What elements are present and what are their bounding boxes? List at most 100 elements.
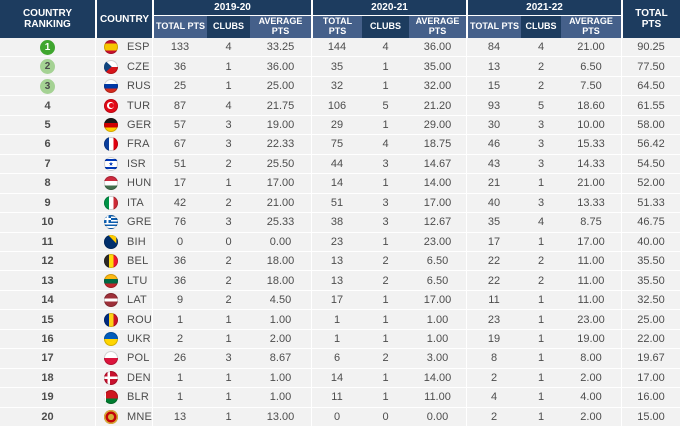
country-code: DEN bbox=[127, 371, 151, 384]
table-row: 4 TUR 87 4 21.75 106 5 21.20 93 5 18.60 … bbox=[0, 96, 680, 115]
stat-cell: 21.00 bbox=[266, 196, 295, 209]
stat-cell: 25.00 bbox=[266, 80, 295, 93]
country-code: RUS bbox=[127, 80, 151, 93]
stat-cell: 18.60 bbox=[577, 99, 605, 112]
stat-cell: 17.00 bbox=[266, 177, 295, 190]
stat-cell: 1 bbox=[537, 391, 545, 404]
country-cell: ISR bbox=[95, 154, 152, 174]
header-total-pts-3: TOTAL PTS bbox=[466, 16, 521, 38]
country-code: GRE bbox=[127, 216, 152, 229]
rank-cell: 16 bbox=[0, 330, 95, 348]
total-pts-cell: 40.00 bbox=[621, 232, 680, 251]
stat-cell: 1 bbox=[537, 410, 545, 423]
stat-cell: 87 bbox=[152, 96, 207, 115]
stat-cell: 9 bbox=[152, 290, 207, 310]
stat-cell: 33.25 bbox=[266, 41, 295, 54]
stat-cell: 13 bbox=[466, 57, 521, 76]
table-header: COUNTRY RANKING COUNTRY 2019-20 2020-21 … bbox=[0, 0, 680, 38]
rank-badge: 6 bbox=[44, 138, 51, 151]
stat-cell: 4 bbox=[537, 216, 545, 229]
stat-cell: 11 bbox=[311, 388, 362, 407]
table-row: 9 ITA 42 2 21.00 51 3 17.00 40 3 13.33 5… bbox=[0, 193, 680, 213]
stat-cell: 2 bbox=[225, 294, 232, 307]
rank-badge: 16 bbox=[41, 333, 54, 346]
country-cell: RUS bbox=[95, 76, 152, 96]
table-row: 16 UKR 2 1 2.00 1 1 1.00 19 1 19.00 22.0… bbox=[0, 329, 680, 349]
rank-badge: 7 bbox=[44, 157, 51, 170]
stat-cell: 1 bbox=[537, 177, 545, 190]
stat-cell: 26 bbox=[152, 349, 207, 368]
header-clubs-3: CLUBS bbox=[521, 16, 561, 38]
country-cell: LAT bbox=[95, 290, 152, 310]
stat-cell: 2 bbox=[466, 368, 521, 388]
header-country-ranking: COUNTRY RANKING bbox=[0, 0, 95, 38]
table-row: 1 ESP 133 4 33.25 144 4 36.00 84 4 21.00… bbox=[0, 38, 680, 57]
stat-cell: 1 bbox=[382, 333, 389, 346]
stat-cell: 0 bbox=[152, 232, 207, 251]
stat-cell: 35 bbox=[311, 57, 362, 76]
den-flag-icon bbox=[104, 370, 118, 385]
table-row: 3 RUS 25 1 25.00 32 1 32.00 15 2 7.50 64… bbox=[0, 76, 680, 96]
table-row: 2 CZE 36 1 36.00 35 1 35.00 13 2 6.50 77… bbox=[0, 57, 680, 76]
stat-cell: 76 bbox=[152, 213, 207, 232]
rank-cell: 19 bbox=[0, 388, 95, 406]
country-cell: TUR bbox=[95, 96, 152, 115]
country-code: POL bbox=[127, 352, 150, 365]
stat-cell: 1 bbox=[537, 333, 545, 346]
stat-cell: 1 bbox=[225, 177, 232, 190]
country-cell: ROU bbox=[95, 310, 152, 329]
stat-cell: 2 bbox=[537, 60, 545, 73]
stat-cell: 84 bbox=[466, 38, 521, 57]
mne-flag-icon bbox=[104, 409, 118, 424]
rank-badge: 10 bbox=[41, 216, 54, 229]
country-cell: DEN bbox=[95, 368, 152, 388]
stat-cell: 1 bbox=[152, 310, 207, 329]
stat-cell: 3 bbox=[225, 216, 232, 229]
stat-cell: 1 bbox=[382, 313, 389, 326]
table-row: 11 BIH 0 0 0.00 23 1 23.00 17 1 17.00 40… bbox=[0, 232, 680, 251]
rank-badge: 14 bbox=[41, 294, 54, 307]
stat-cell: 1.00 bbox=[426, 333, 449, 346]
stat-cell: 6.50 bbox=[426, 274, 449, 287]
blr-flag-icon bbox=[104, 390, 118, 405]
stat-cell: 11.00 bbox=[577, 294, 605, 307]
country-code: ISR bbox=[127, 157, 146, 170]
stat-cell: 46 bbox=[466, 135, 521, 154]
total-pts-cell: 17.00 bbox=[621, 368, 680, 388]
stat-cell: 8 bbox=[466, 349, 521, 368]
header-total-pts-1: TOTAL PTS bbox=[152, 16, 207, 38]
stat-cell: 2 bbox=[537, 80, 545, 93]
stat-cell: 2 bbox=[152, 329, 207, 349]
stat-cell: 3 bbox=[225, 138, 232, 151]
rank-cell: 4 bbox=[0, 96, 95, 114]
stat-cell: 13 bbox=[152, 407, 207, 426]
rank-cell: 5 bbox=[0, 116, 95, 134]
country-cell: GRE bbox=[95, 213, 152, 232]
stat-cell: 2 bbox=[537, 274, 545, 287]
stat-cell: 11.00 bbox=[577, 274, 605, 287]
stat-cell: 4 bbox=[537, 41, 545, 54]
stat-cell: 4 bbox=[382, 138, 389, 151]
stat-cell: 13.33 bbox=[577, 196, 605, 209]
header-average-pts-3: AVERAGE PTS bbox=[561, 16, 621, 38]
bih-flag-icon bbox=[104, 234, 118, 249]
country-code: ITA bbox=[127, 196, 144, 209]
stat-cell: 1 bbox=[537, 313, 545, 326]
rou-flag-icon bbox=[104, 312, 118, 327]
stat-cell: 1 bbox=[382, 235, 389, 248]
table-row: 20 MNE 13 1 13.00 0 0 0.00 2 1 2.00 15.0… bbox=[0, 407, 680, 426]
stat-cell: 1 bbox=[152, 368, 207, 388]
tur-flag-icon bbox=[104, 98, 118, 113]
country-cell: ITA bbox=[95, 193, 152, 213]
stat-cell: 4 bbox=[382, 41, 389, 54]
country-cell: MNE bbox=[95, 407, 152, 426]
rank-badge: 13 bbox=[41, 274, 54, 287]
stat-cell: 57 bbox=[152, 115, 207, 135]
country-code: HUN bbox=[127, 177, 152, 190]
rank-badge: 11 bbox=[41, 235, 54, 248]
stat-cell: 21.75 bbox=[266, 99, 295, 112]
rank-cell: 18 bbox=[0, 369, 95, 387]
stat-cell: 23.00 bbox=[577, 313, 605, 326]
stat-cell: 1 bbox=[225, 371, 232, 384]
stat-cell: 0.00 bbox=[269, 235, 292, 248]
